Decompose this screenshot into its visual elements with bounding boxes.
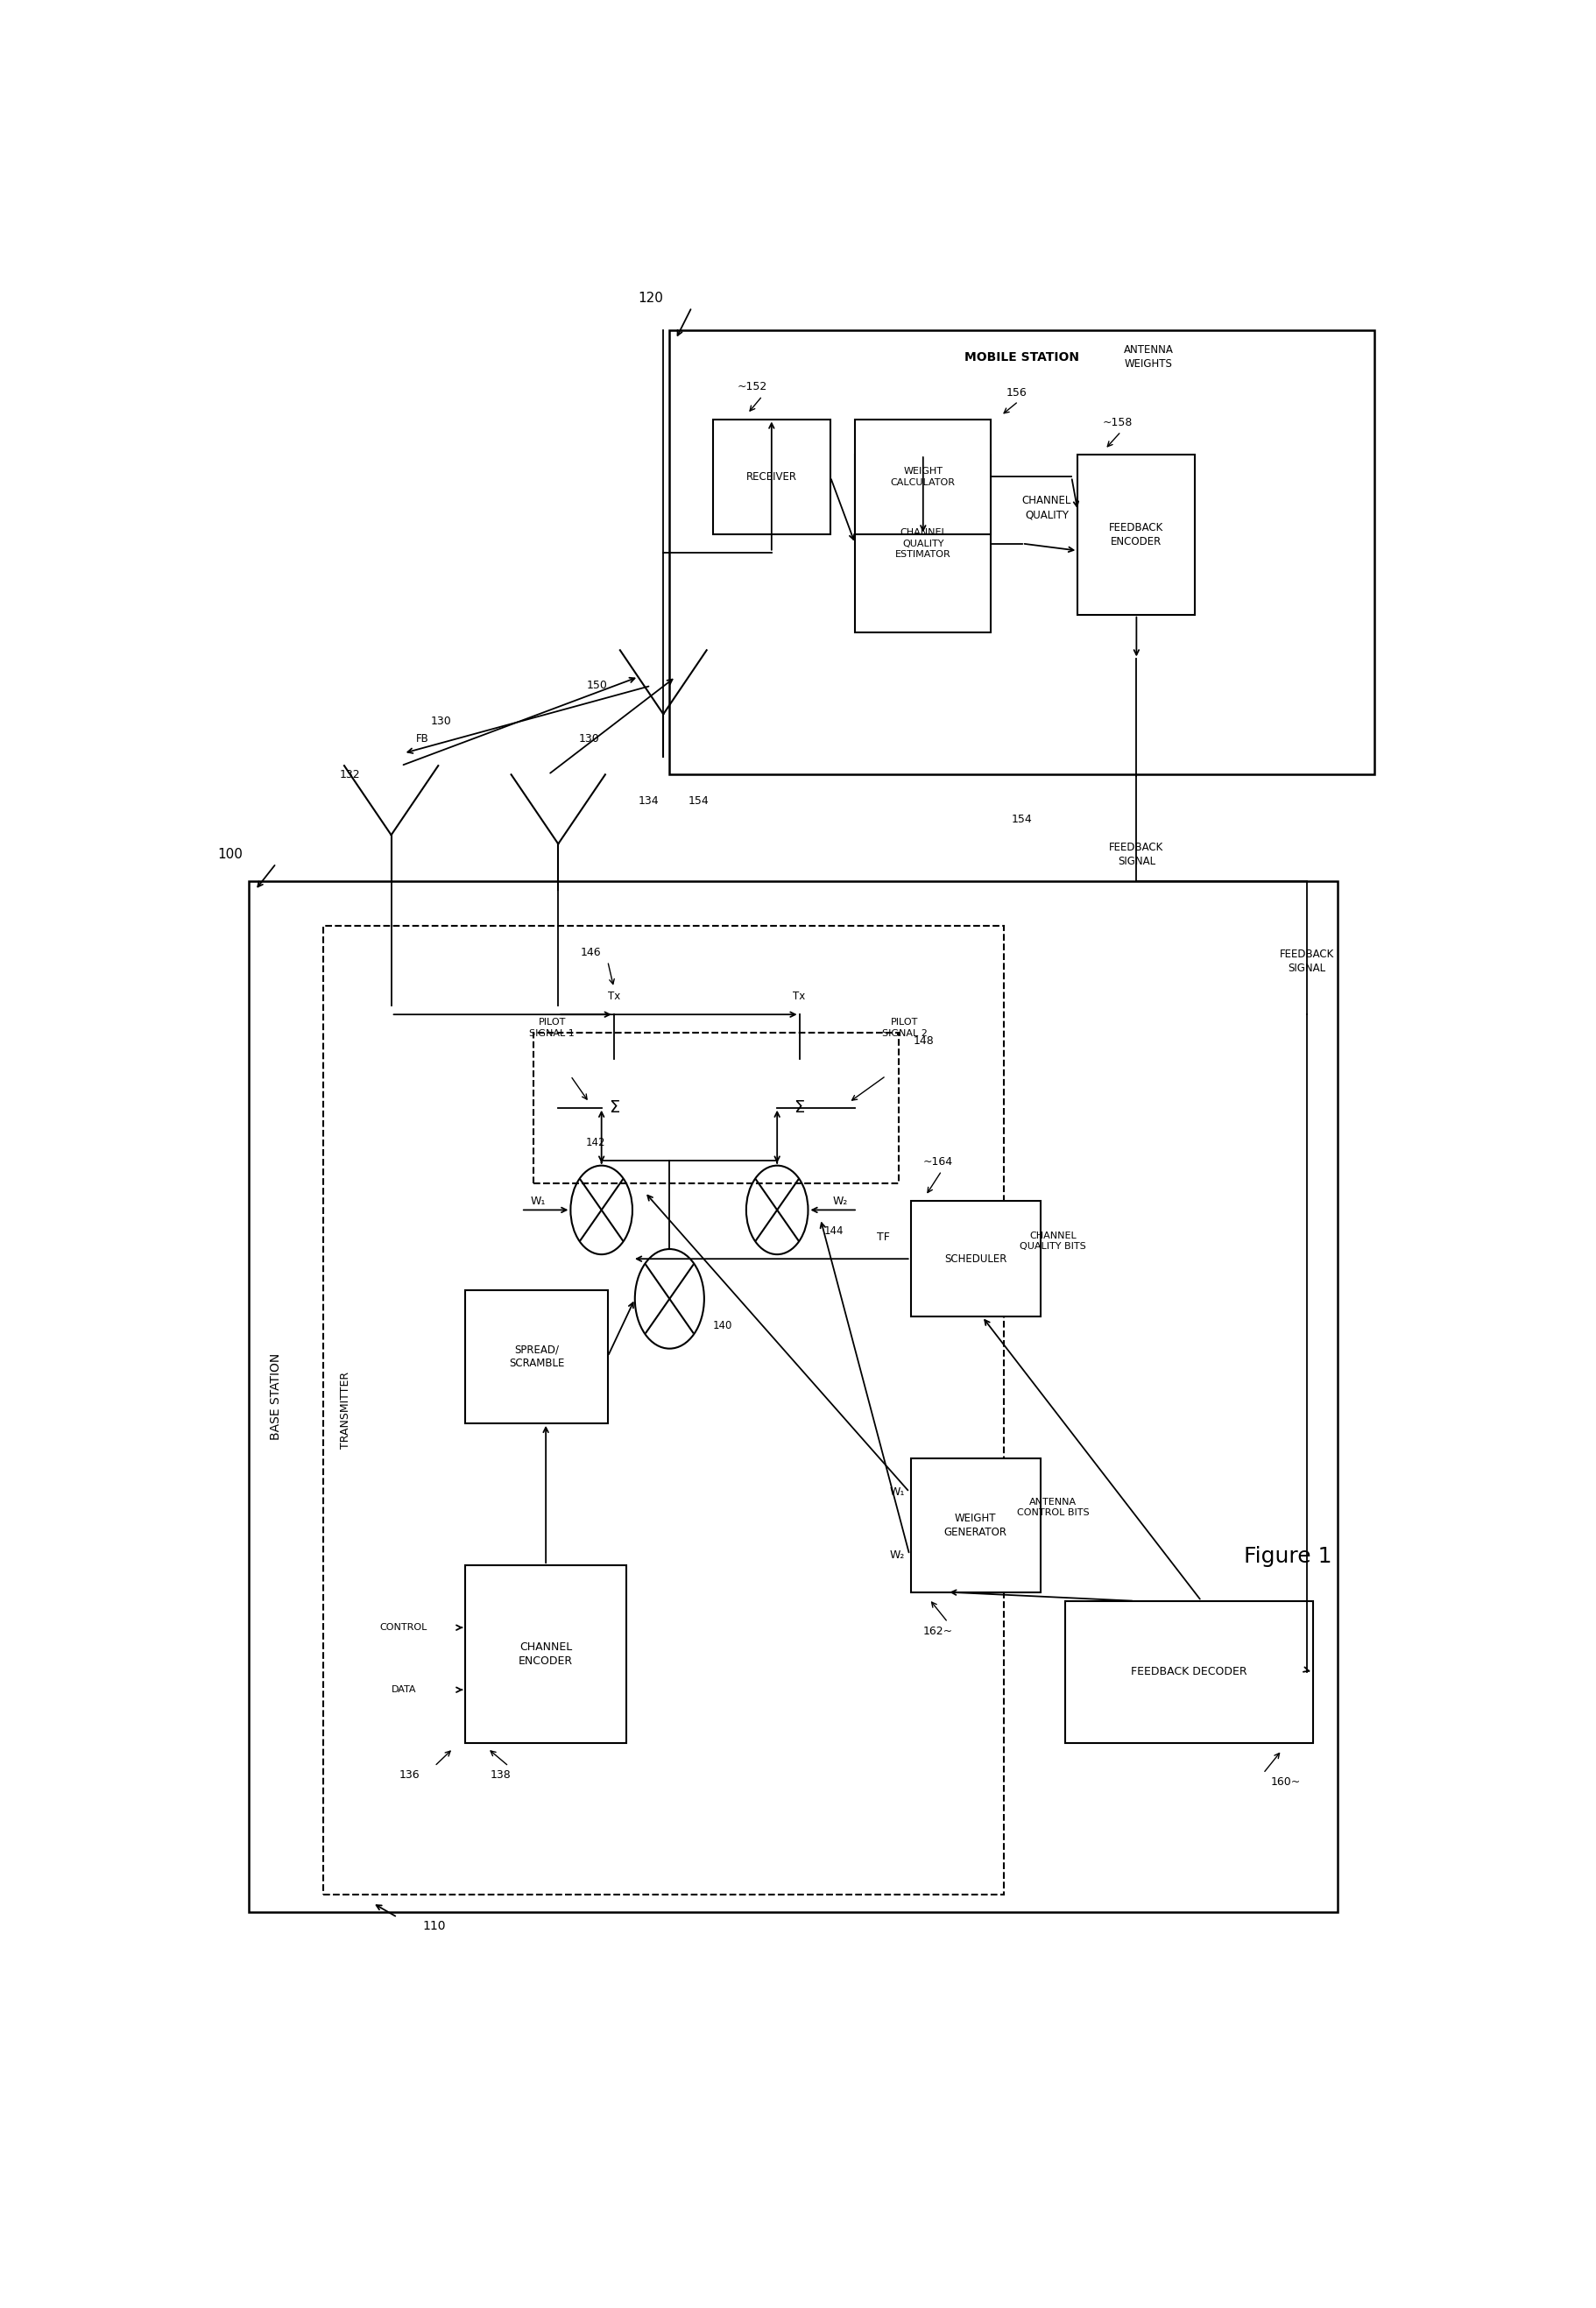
Bar <box>911 1459 1041 1593</box>
Text: Tx: Tx <box>793 990 806 1002</box>
Text: 156: 156 <box>1005 388 1026 399</box>
Text: W₁: W₁ <box>889 1486 905 1498</box>
Text: CHANNEL
QUALITY
ESTIMATOR: CHANNEL QUALITY ESTIMATOR <box>895 529 951 559</box>
Text: DATA: DATA <box>391 1685 417 1694</box>
Bar <box>559 1059 670 1156</box>
Text: WEIGHT
GENERATOR: WEIGHT GENERATOR <box>945 1512 1007 1537</box>
Text: 150: 150 <box>587 681 608 692</box>
Text: 120: 120 <box>638 291 664 305</box>
Text: FB: FB <box>415 734 429 745</box>
Text: 100: 100 <box>217 847 243 861</box>
Text: FEEDBACK
SIGNAL: FEEDBACK SIGNAL <box>1280 949 1334 974</box>
Text: TRANSMITTER: TRANSMITTER <box>340 1371 351 1449</box>
Text: 130: 130 <box>579 734 600 745</box>
Text: W₂: W₂ <box>889 1549 905 1560</box>
Text: SPREAD/
SCRAMBLE: SPREAD/ SCRAMBLE <box>509 1343 565 1369</box>
Text: BASE STATION: BASE STATION <box>270 1352 282 1440</box>
Text: 140: 140 <box>713 1320 733 1332</box>
Text: Σ: Σ <box>795 1099 804 1117</box>
Text: Σ: Σ <box>608 1099 619 1117</box>
Text: RECEIVER: RECEIVER <box>747 471 796 482</box>
Text: 148: 148 <box>913 1036 934 1048</box>
Bar <box>713 420 830 535</box>
Text: 110: 110 <box>423 1920 447 1932</box>
Text: TF: TF <box>876 1232 891 1244</box>
Text: ~152: ~152 <box>737 381 768 392</box>
Bar <box>911 1200 1041 1316</box>
Text: FEEDBACK
SIGNAL: FEEDBACK SIGNAL <box>1109 842 1163 868</box>
Text: ~158: ~158 <box>1103 418 1133 429</box>
Bar <box>466 1290 608 1424</box>
Bar <box>1077 455 1195 614</box>
Text: ~164: ~164 <box>922 1156 953 1168</box>
Text: PILOT
SIGNAL 1: PILOT SIGNAL 1 <box>530 1018 575 1039</box>
Text: CONTROL: CONTROL <box>380 1623 428 1632</box>
Bar <box>466 1565 626 1743</box>
Text: FEEDBACK
ENCODER: FEEDBACK ENCODER <box>1109 522 1163 547</box>
Text: 132: 132 <box>340 769 361 780</box>
Text: CHANNEL
QUALITY BITS: CHANNEL QUALITY BITS <box>1020 1230 1087 1251</box>
Bar <box>249 882 1337 1911</box>
Bar <box>324 926 1004 1895</box>
Text: SCHEDULER: SCHEDULER <box>945 1253 1007 1265</box>
Bar <box>744 1059 855 1156</box>
Text: W₂: W₂ <box>833 1196 847 1207</box>
Text: ANTENNA
CONTROL BITS: ANTENNA CONTROL BITS <box>1017 1498 1088 1516</box>
Text: 160~: 160~ <box>1270 1777 1301 1789</box>
Text: 154: 154 <box>1012 812 1033 824</box>
Text: ANTENNA
WEIGHTS: ANTENNA WEIGHTS <box>1124 344 1173 369</box>
Bar <box>855 455 991 632</box>
Text: 136: 136 <box>399 1770 420 1782</box>
Text: PILOT
SIGNAL 2: PILOT SIGNAL 2 <box>883 1018 927 1039</box>
Bar <box>533 1032 899 1184</box>
Text: 146: 146 <box>581 946 602 958</box>
Text: FEEDBACK DECODER: FEEDBACK DECODER <box>1132 1666 1246 1678</box>
Text: W₁: W₁ <box>530 1196 546 1207</box>
Text: 142: 142 <box>586 1138 605 1147</box>
Text: WEIGHT
CALCULATOR: WEIGHT CALCULATOR <box>891 466 956 487</box>
Text: 130: 130 <box>431 715 452 727</box>
Text: Figure 1: Figure 1 <box>1243 1546 1333 1567</box>
Text: Tx: Tx <box>608 990 621 1002</box>
Text: CHANNEL
QUALITY: CHANNEL QUALITY <box>1021 496 1071 522</box>
Bar <box>670 330 1374 775</box>
Bar <box>1066 1602 1312 1743</box>
Text: MOBILE STATION: MOBILE STATION <box>964 351 1079 362</box>
Text: 134: 134 <box>638 796 659 808</box>
Text: 138: 138 <box>490 1770 511 1782</box>
Text: CHANNEL
ENCODER: CHANNEL ENCODER <box>519 1641 573 1666</box>
Text: 162~: 162~ <box>922 1625 953 1636</box>
Text: 154: 154 <box>688 796 709 808</box>
Text: 144: 144 <box>824 1226 844 1237</box>
Bar <box>855 420 991 535</box>
